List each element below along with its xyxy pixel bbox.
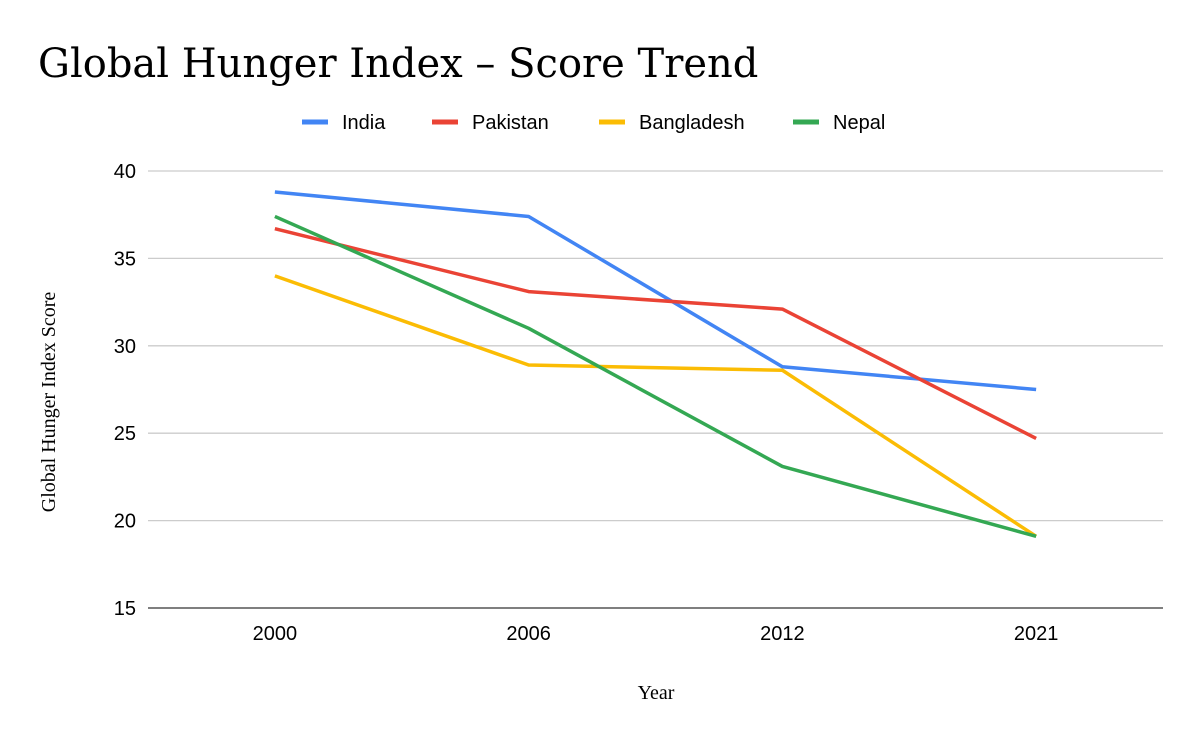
y-tick-label: 20 xyxy=(114,511,136,533)
legend-label: India xyxy=(342,112,386,134)
y-tick-label: 40 xyxy=(114,161,136,183)
y-tick-label: 35 xyxy=(114,248,136,270)
legend: India Pakistan Bangladesh Nepal xyxy=(302,112,885,134)
series-line-nepal xyxy=(274,214,1037,539)
x-tick-label: 2006 xyxy=(506,623,551,645)
series-line-bangladesh xyxy=(274,274,1038,538)
y-tick-label: 30 xyxy=(114,336,136,358)
x-tick-label: 2000 xyxy=(253,623,298,645)
y-axis-title: Global Hunger Index Score xyxy=(38,292,60,513)
x-axis-ticks: 2000 2006 2012 2021 xyxy=(253,623,1059,645)
legend-item-pakistan[interactable]: Pakistan xyxy=(432,112,549,134)
legend-label: Bangladesh xyxy=(639,112,745,134)
legend-item-india[interactable]: India xyxy=(302,112,386,134)
y-axis-ticks: 15 20 25 30 35 40 xyxy=(114,161,136,620)
chart-title: Global Hunger Index – Score Trend xyxy=(38,41,758,87)
legend-item-nepal[interactable]: Nepal xyxy=(793,112,885,134)
legend-label: Nepal xyxy=(833,112,885,134)
y-tick-label: 25 xyxy=(114,423,136,445)
legend-label: Pakistan xyxy=(472,112,549,134)
series-line-pakistan xyxy=(274,226,1037,441)
x-tick-label: 2012 xyxy=(760,623,805,645)
legend-item-bangladesh[interactable]: Bangladesh xyxy=(599,112,745,134)
x-tick-label: 2021 xyxy=(1014,623,1059,645)
x-axis-title: Year xyxy=(638,682,675,704)
series-lines xyxy=(274,190,1038,539)
gridlines xyxy=(148,170,1163,609)
series-line-india xyxy=(274,190,1037,392)
y-tick-label: 15 xyxy=(114,598,136,620)
